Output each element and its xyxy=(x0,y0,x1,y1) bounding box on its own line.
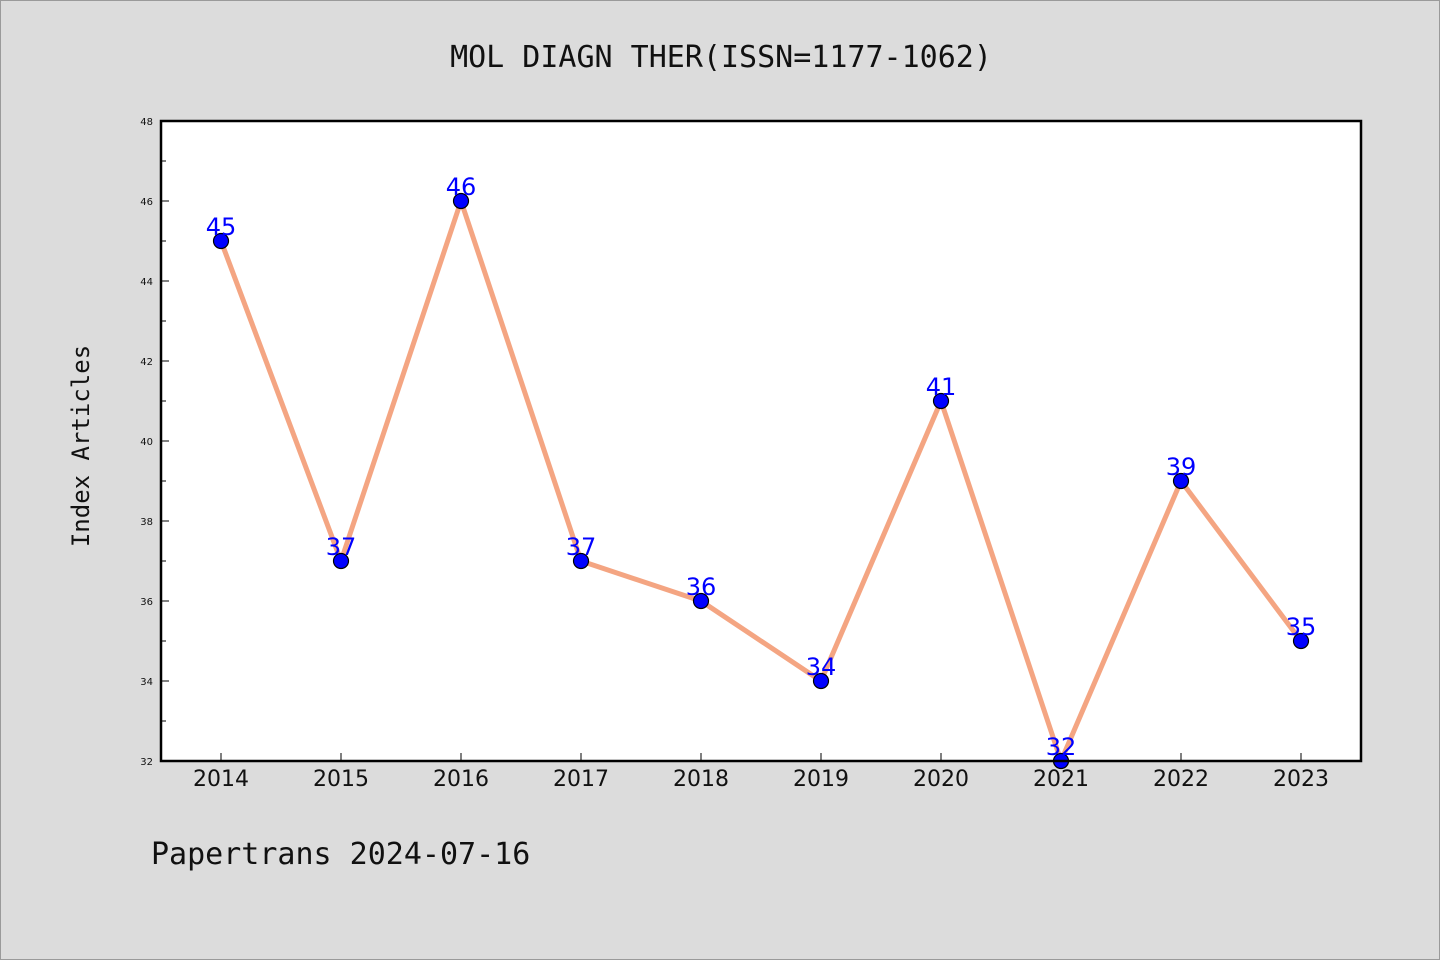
data-point xyxy=(1172,472,1190,490)
y-tick-label: 36 xyxy=(140,597,153,608)
x-tick-label: 2023 xyxy=(1273,767,1329,792)
x-tick-label: 2019 xyxy=(793,767,849,792)
data-label: 46 xyxy=(446,173,477,201)
data-point xyxy=(1292,632,1310,650)
y-tick-label: 38 xyxy=(140,517,153,528)
y-tick-label: 48 xyxy=(140,117,153,128)
y-tick-label: 44 xyxy=(140,277,153,288)
x-tick-label: 2020 xyxy=(913,767,969,792)
data-label: 37 xyxy=(566,533,597,561)
data-point xyxy=(572,552,590,570)
data-label: 37 xyxy=(326,533,357,561)
x-tick-label: 2016 xyxy=(433,767,489,792)
x-tick-label: 2017 xyxy=(553,767,609,792)
footer-note: Papertrans 2024-07-16 xyxy=(151,837,530,872)
x-tick-label: 2014 xyxy=(193,767,249,792)
y-tick-label: 34 xyxy=(140,677,153,688)
plot-frame xyxy=(159,119,1363,763)
data-point xyxy=(812,672,830,690)
x-tick-label: 2018 xyxy=(673,767,729,792)
data-label: 41 xyxy=(926,373,957,401)
data-point xyxy=(932,392,950,410)
data-label: 36 xyxy=(686,573,717,601)
data-label: 45 xyxy=(206,213,237,241)
data-label: 39 xyxy=(1166,453,1197,481)
y-tick-label: 46 xyxy=(140,197,153,208)
data-point xyxy=(332,552,350,570)
data-label: 34 xyxy=(806,653,837,681)
x-tick-label: 2022 xyxy=(1153,767,1209,792)
y-tick-label: 32 xyxy=(140,757,153,768)
y-tick-label: 42 xyxy=(140,357,153,368)
data-point xyxy=(212,232,230,250)
plot-area xyxy=(161,121,1361,761)
data-point xyxy=(692,592,710,610)
x-tick-label: 2021 xyxy=(1033,767,1089,792)
series-line xyxy=(218,198,1304,764)
data-point xyxy=(452,192,470,210)
chart-title: MOL DIAGN THER(ISSN=1177-1062) xyxy=(450,40,992,75)
x-tick-label: 2015 xyxy=(313,767,369,792)
marks-layer: 32 34 36 38 40 42 44 46 48 2014 2015 2016 2017 2018 20… xyxy=(140,117,1329,792)
data-label: 35 xyxy=(1286,613,1317,641)
y-tick-label: 40 xyxy=(140,437,153,448)
y-axis-label: Index Articles xyxy=(67,345,95,547)
data-label: 32 xyxy=(1046,733,1077,761)
